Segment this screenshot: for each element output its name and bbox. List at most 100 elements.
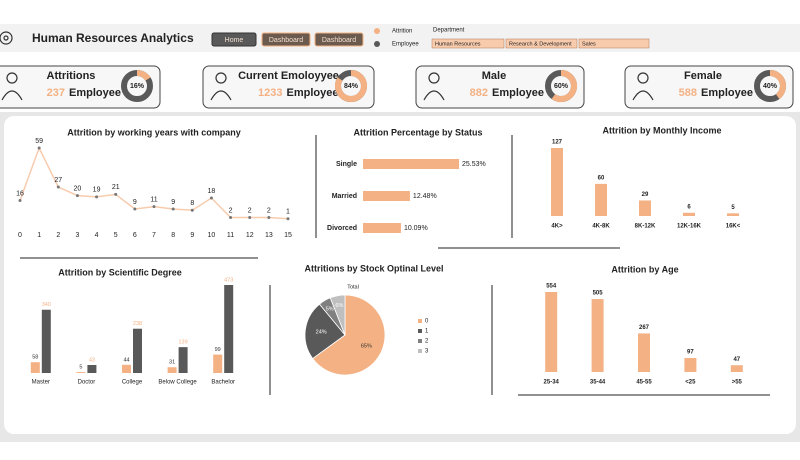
bar	[551, 148, 563, 216]
data-label: 5%	[326, 307, 334, 313]
data-label: 60	[598, 175, 605, 181]
nav-label[interactable]: Dashboard	[322, 37, 356, 44]
kpi-unit: Employee	[69, 87, 121, 99]
icon-body	[632, 90, 654, 101]
bar	[684, 357, 697, 372]
x-tick-label: 4K-8K	[592, 224, 610, 230]
bar	[727, 213, 739, 216]
x-tick-label: 10	[208, 232, 216, 239]
data-label: 25.53%	[462, 161, 486, 168]
data-label: 127	[552, 140, 563, 146]
kpi-card	[0, 65, 161, 109]
data-label: 2	[248, 207, 252, 214]
filter-option[interactable]	[578, 38, 650, 49]
bar	[178, 347, 188, 373]
bar	[363, 159, 459, 169]
x-tick-label: 8	[171, 232, 175, 239]
bar	[683, 212, 695, 216]
data-label: 58	[32, 355, 38, 361]
bar	[87, 365, 97, 373]
data-label: 31	[169, 360, 175, 366]
x-tick-label: 0	[18, 232, 22, 239]
x-tick-label: 45-55	[636, 380, 652, 386]
data-label: 340	[42, 302, 51, 308]
donut-label: 60%	[554, 83, 569, 90]
x-tick-label: 15	[284, 232, 292, 239]
nav-button[interactable]	[211, 32, 257, 47]
icon-body	[423, 90, 445, 101]
x-tick-label: 1	[37, 232, 41, 239]
point	[152, 205, 156, 209]
icon-head	[428, 72, 440, 84]
chart-title: Attritions by Stock Optinal Level	[304, 263, 443, 273]
filter-option-label[interactable]: Research & Development	[509, 41, 572, 47]
pie-slice	[329, 294, 346, 336]
data-label: 47	[733, 357, 740, 363]
data-label: 44	[123, 357, 129, 363]
x-tick-label: 4	[95, 232, 99, 239]
bar	[122, 364, 131, 373]
filter-option-label[interactable]: Human Resources	[435, 41, 481, 47]
point	[56, 185, 60, 189]
x-tick-label: 25-34	[544, 380, 560, 386]
filter-option[interactable]	[505, 38, 578, 49]
kpi-title: Attritions	[47, 70, 96, 82]
x-tick-label: <25	[685, 380, 696, 386]
bar	[76, 372, 86, 373]
bar	[591, 299, 604, 372]
donut-arc	[769, 70, 786, 99]
legend-swatch	[418, 329, 422, 333]
kpi-value: 882	[470, 87, 488, 99]
nav-button[interactable]	[314, 32, 364, 47]
icon-body	[210, 90, 232, 101]
filter-option-label[interactable]: Sales	[582, 41, 596, 47]
data-label: 2	[229, 207, 233, 214]
legend-label: 3	[425, 349, 429, 355]
header-title: Human Resources Analytics	[32, 31, 194, 45]
data-label: 9	[171, 199, 175, 206]
pie-slice	[312, 294, 386, 376]
point	[209, 196, 213, 200]
bar	[363, 223, 401, 233]
data-label: 12.48%	[413, 193, 437, 200]
x-tick-label: 4K>	[551, 224, 563, 230]
donut-arc	[551, 70, 577, 102]
legend-swatch	[374, 28, 380, 34]
bar	[363, 191, 410, 201]
kpi-value: 1233	[258, 87, 282, 99]
nav-button[interactable]	[261, 32, 311, 47]
data-label: 238	[133, 321, 142, 327]
data-label: 9	[133, 199, 137, 206]
nav-label[interactable]: Home	[225, 37, 244, 44]
point	[133, 207, 137, 211]
bar	[133, 328, 142, 373]
x-tick-label: 35-44	[590, 380, 606, 386]
bar	[545, 292, 558, 372]
legend-swatch	[374, 41, 380, 47]
chart-title: Attrition by working years with company	[67, 127, 241, 137]
icon-head	[637, 72, 649, 84]
x-tick-label: 3	[75, 232, 79, 239]
kpi-unit: Employee	[492, 87, 544, 99]
bar	[167, 367, 177, 373]
x-tick-label: 12K-16K	[677, 224, 702, 230]
point	[37, 146, 41, 150]
filter-option[interactable]	[431, 38, 505, 49]
legend-swatch	[418, 349, 422, 353]
nav-label[interactable]: Dashboard	[269, 37, 303, 44]
x-tick-label: 6	[133, 232, 137, 239]
point	[18, 198, 22, 202]
data-label: 2	[267, 207, 271, 214]
hr-icon	[0, 31, 13, 45]
legend-swatch	[418, 339, 422, 343]
point	[267, 216, 271, 220]
bar	[224, 285, 234, 373]
data-label: 18	[208, 188, 216, 195]
x-tick-label: 11	[227, 232, 234, 239]
bar	[30, 362, 40, 373]
x-tick-label: Doctor	[78, 380, 96, 386]
data-label: 473	[224, 277, 233, 283]
kpi-card	[202, 65, 375, 109]
data-label: 267	[639, 325, 650, 331]
